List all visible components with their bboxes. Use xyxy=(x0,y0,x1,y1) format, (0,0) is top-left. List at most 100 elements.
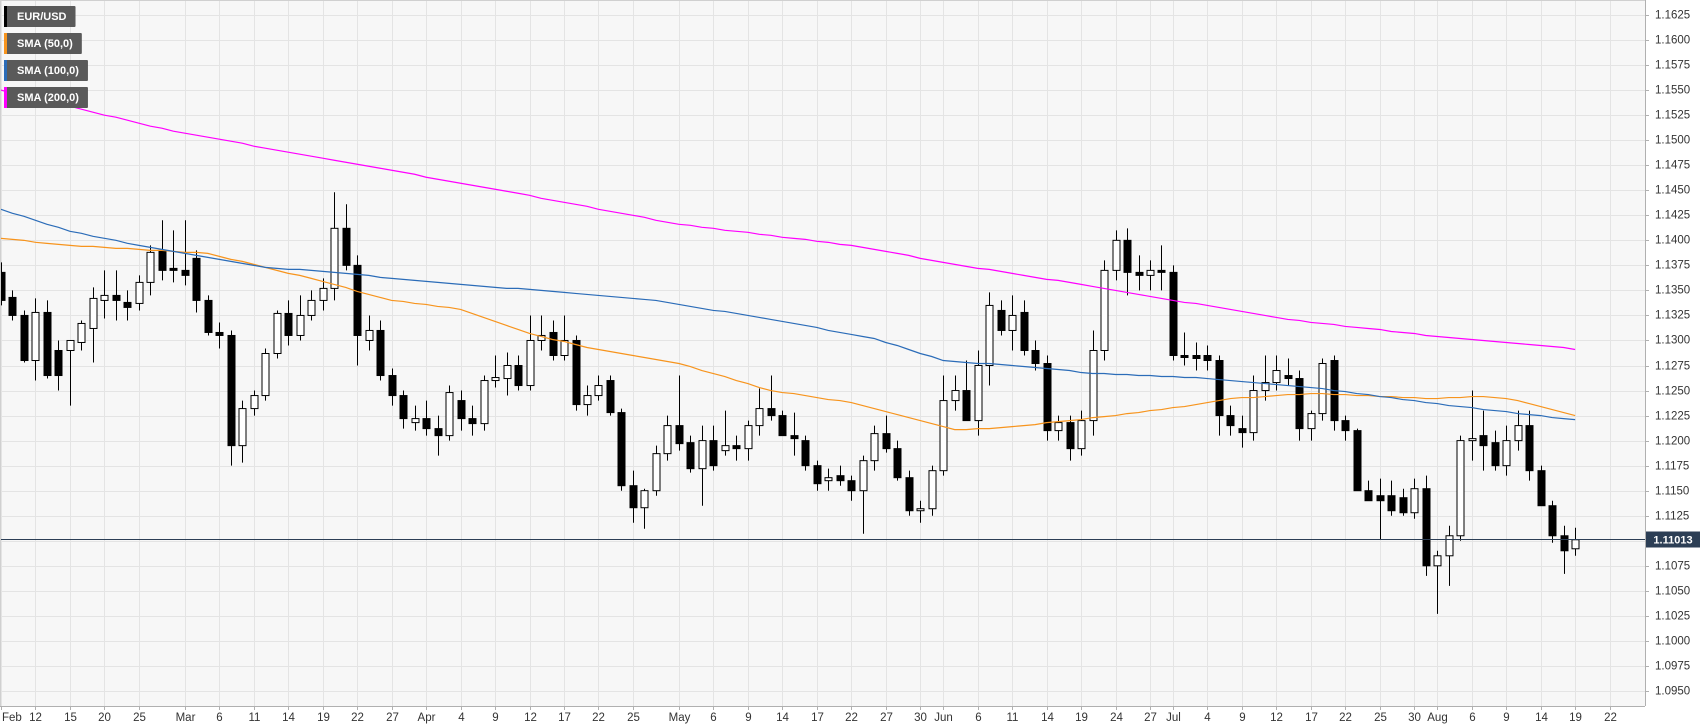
candle-body-up xyxy=(480,380,489,425)
candle-body-up xyxy=(1514,425,1523,442)
x-tick-label: 20 xyxy=(98,712,111,724)
x-tick-label: 4 xyxy=(1204,712,1211,724)
x-tick-label: 17 xyxy=(811,712,824,724)
candle-body-up xyxy=(1077,420,1086,450)
candle-body-down xyxy=(434,428,443,437)
candle-body-up xyxy=(859,460,868,492)
candle-body-up xyxy=(1100,269,1109,351)
x-tick-label: 22 xyxy=(845,712,858,724)
y-tick-label: 1.1125 xyxy=(1655,511,1689,523)
x-tick-label: 6 xyxy=(975,712,981,724)
candle-body-down xyxy=(1364,490,1373,502)
x-tick-label: 25 xyxy=(1374,712,1387,724)
candle-body-up xyxy=(1249,390,1258,434)
candle-body-up xyxy=(928,470,937,510)
candle-body-up xyxy=(583,395,592,406)
candle-body-down xyxy=(1169,271,1178,357)
candle-body-down xyxy=(1491,442,1500,467)
legend-swatch xyxy=(4,87,7,108)
candle-body-up xyxy=(77,322,86,343)
candle-body-down xyxy=(1537,470,1546,507)
candle-body-down xyxy=(388,375,397,397)
candle-body-down xyxy=(0,271,6,301)
candle-body-down xyxy=(905,477,914,512)
x-tick-label: 22 xyxy=(351,712,364,724)
candle-body-down xyxy=(1479,435,1488,447)
x-tick-label: 9 xyxy=(745,712,751,724)
candle-body-down xyxy=(284,312,293,336)
x-tick-label: Jun xyxy=(934,712,953,724)
y-tick-label: 1.1075 xyxy=(1655,561,1690,573)
candle-body-down xyxy=(342,227,351,266)
candle-body-up xyxy=(1146,269,1155,276)
x-tick-label: 14 xyxy=(1535,712,1548,724)
candle-body-down xyxy=(790,435,799,440)
candle-body-up xyxy=(296,314,305,336)
y-tick-label: 1.1175 xyxy=(1655,461,1689,473)
candle-body-up xyxy=(445,392,454,437)
legend: EUR/USD SMA (50,0) SMA (100,0) SMA (200,0) xyxy=(4,6,88,108)
x-tick-label: 12 xyxy=(524,712,537,724)
candle-body-down xyxy=(215,331,224,336)
x-tick-label: 14 xyxy=(1041,712,1054,724)
legend-label: SMA (100,0) xyxy=(17,65,79,77)
candle-body-up xyxy=(1410,488,1419,514)
x-tick-label: 25 xyxy=(133,712,146,724)
candle-body-up xyxy=(1433,555,1442,567)
candle-body-down xyxy=(1399,497,1408,514)
candle-body-up xyxy=(411,418,420,424)
candle-body-down xyxy=(192,257,201,301)
candle-body-down xyxy=(847,480,856,492)
x-tick-label: 9 xyxy=(1503,712,1509,724)
x-tick-label: 17 xyxy=(1305,712,1318,724)
x-tick-label: 27 xyxy=(386,712,399,724)
candle-body-down xyxy=(169,267,178,271)
candle-body-down xyxy=(778,415,787,437)
candle-body-down xyxy=(1192,355,1201,360)
candle-body-down xyxy=(422,418,431,430)
candle-body-down xyxy=(8,296,17,316)
candle-body-down xyxy=(1295,378,1304,430)
candle-body-up xyxy=(974,365,983,422)
y-tick-label: 1.1500 xyxy=(1655,135,1690,147)
x-tick-label: 17 xyxy=(558,712,571,724)
candle-body-up xyxy=(365,329,374,341)
candle-body-down xyxy=(1135,271,1144,276)
y-tick-label: 1.1475 xyxy=(1655,160,1690,172)
candle-body-down xyxy=(813,465,822,485)
candle-body-down xyxy=(709,440,718,467)
x-tick-label: 27 xyxy=(880,712,893,724)
y-tick-label: 1.1450 xyxy=(1655,185,1690,197)
y-tick-label: 1.1225 xyxy=(1655,411,1690,423)
candle-body-down xyxy=(617,412,626,487)
candle-body-down xyxy=(882,433,891,450)
candle-body-down xyxy=(399,395,408,420)
candle-body-down xyxy=(54,349,63,377)
x-tick-label: 11 xyxy=(249,712,261,724)
legend-swatch xyxy=(4,33,7,54)
x-tick-label: 9 xyxy=(492,712,498,724)
candle-body-up xyxy=(755,408,764,427)
candle-body-up xyxy=(491,377,500,382)
x-tick-label: 12 xyxy=(29,712,42,724)
candle-body-up xyxy=(698,440,707,470)
x-tick-label: 12 xyxy=(1270,712,1283,724)
candle-body-up xyxy=(31,311,40,362)
x-tick-label: 22 xyxy=(592,712,605,724)
candle-body-down xyxy=(997,309,1006,331)
candle-body-down xyxy=(1376,495,1385,502)
legend-label: SMA (200,0) xyxy=(17,92,79,104)
candle-body-down xyxy=(686,442,695,470)
y-tick-label: 1.1400 xyxy=(1655,235,1690,247)
candle-body-up xyxy=(870,433,879,462)
candle-body-up xyxy=(1089,349,1098,422)
candle-body-up xyxy=(238,408,247,447)
candle-body-up xyxy=(307,299,316,316)
candle-body-down xyxy=(1284,375,1293,380)
candle-body-down xyxy=(1548,505,1557,537)
candle-body-up xyxy=(1272,370,1281,384)
x-tick-label: 25 xyxy=(627,712,640,724)
y-tick-label: 1.1025 xyxy=(1655,611,1690,623)
x-tick-label: 6 xyxy=(1469,712,1475,724)
